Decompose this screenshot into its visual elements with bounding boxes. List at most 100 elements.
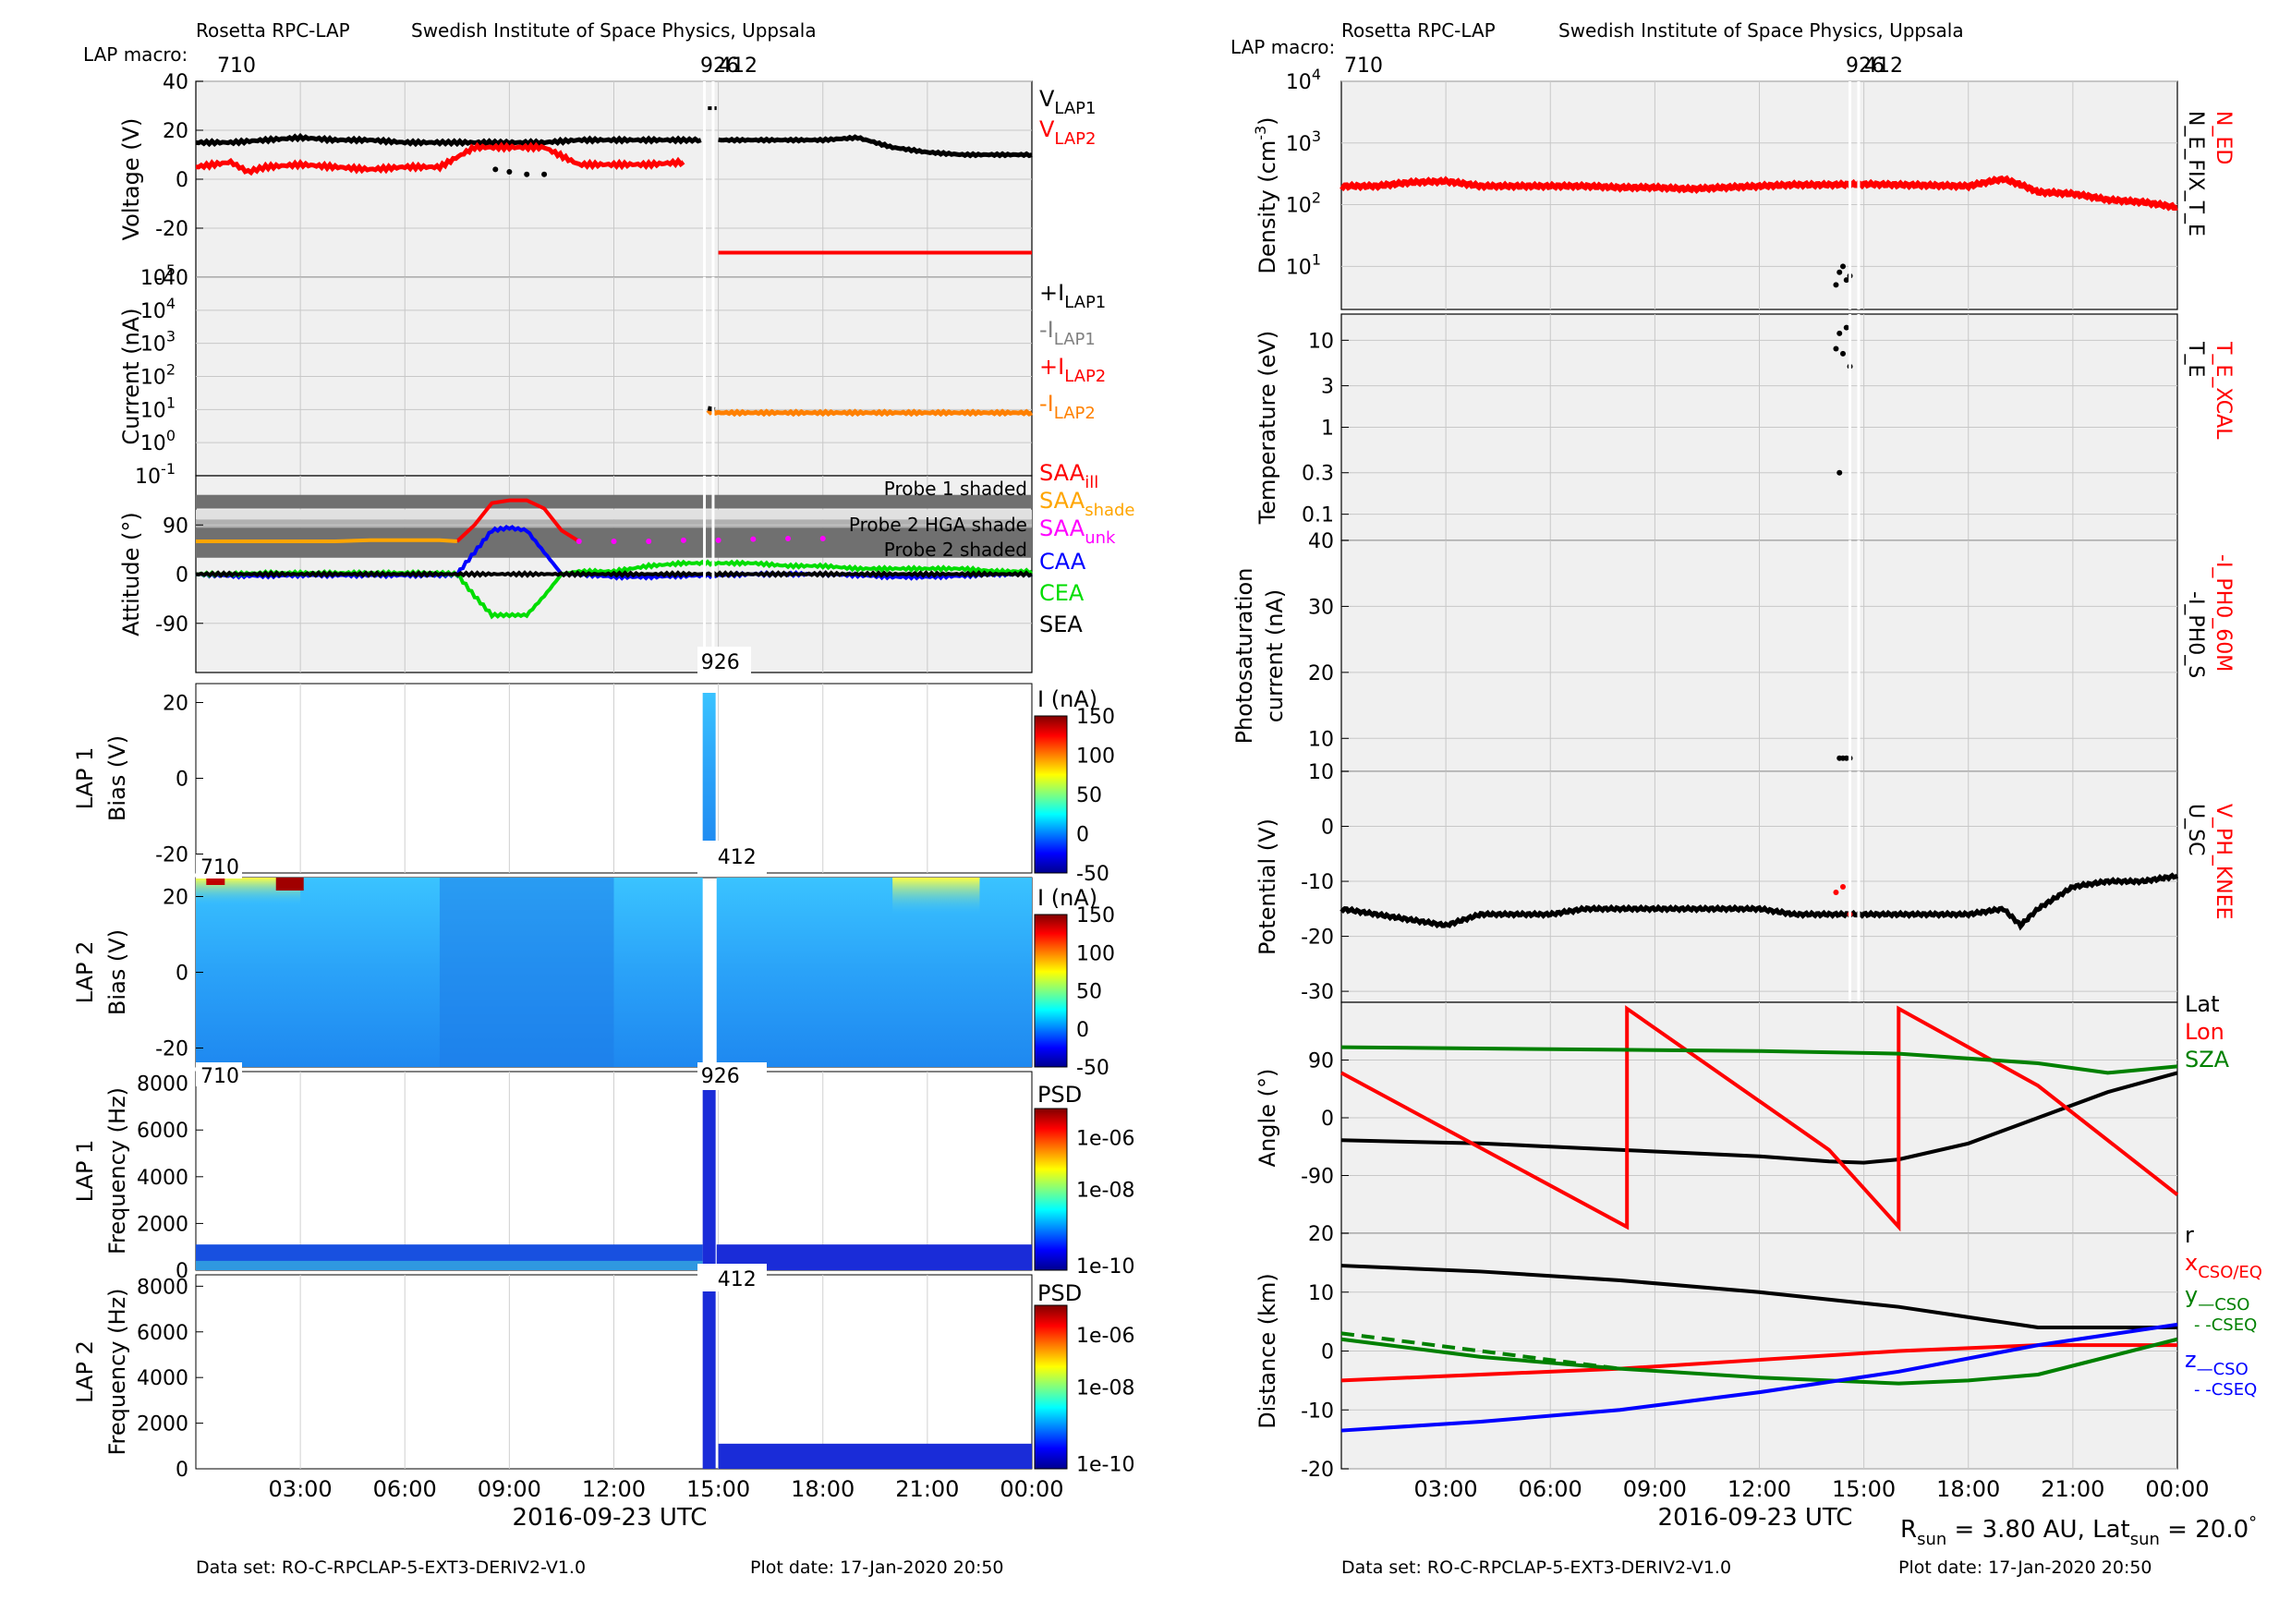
lap2-freq-macro-box [697, 1264, 767, 1291]
lap1-psd-tick: 1e-10 [1076, 1255, 1134, 1279]
right-macro-412: 412 [1864, 55, 1903, 78]
right-xtick: 12:00 [1727, 1476, 1791, 1502]
lap2-bias-ylabel-b: Bias (V) [104, 929, 130, 1015]
lap2-freq-strip [702, 1284, 716, 1469]
lap2-colorbar-tick: -50 [1076, 1057, 1109, 1080]
y-cso-line [1340, 1337, 2178, 1386]
legend-in-lap1: -ILAP1 [1039, 317, 1096, 349]
right-xtick: 18:00 [1936, 1476, 2000, 1502]
lap1-freq-macro-box-a [196, 1062, 242, 1086]
lap1-colorbar-tick: 50 [1076, 784, 1102, 807]
current-ytick: 100 [140, 427, 176, 455]
temperature-ytick: 0.3 [1302, 463, 1334, 486]
current-ytick: 103 [140, 328, 176, 357]
legend-t-e-xcal: T_E_XCAL [2212, 341, 2235, 440]
lap2-bias-ytick: 0 [176, 963, 188, 986]
legend-saa-shade: SAAshade [1039, 488, 1135, 520]
lon-line [1340, 1005, 2179, 1232]
density-ytick: 104 [1286, 66, 1321, 94]
lap1-freq-ylabel-b: Frequency (Hz) [104, 1087, 130, 1254]
left-plotdate: Plot date: 17-Jan-2020 20:50 [750, 1557, 1004, 1578]
legend-lat: Lat [2185, 991, 2220, 1017]
lap1-freq-macro-710: 710 [200, 1065, 239, 1088]
angle-ytick: -90 [1301, 1166, 1334, 1189]
saa-unk-line-point [750, 536, 757, 542]
current-ytick: 104 [140, 295, 176, 323]
lap2-freq-ytick: 0 [176, 1459, 188, 1482]
v-lap2-line [195, 141, 685, 176]
v-ph-knee-dots-point [1840, 884, 1846, 890]
n-e-fix-dots-point [1836, 269, 1843, 275]
t-e-dots-point [1833, 345, 1839, 352]
lap1-bias-ytick: 0 [176, 769, 188, 792]
n-ed-line [1339, 175, 2178, 212]
legend-y-cseq: - -CSEQ [2194, 1315, 2257, 1335]
lap2-bias-ytick: -20 [155, 1038, 188, 1061]
lap1-freq-lowband [196, 1260, 703, 1270]
potential-ytick: 10 [1308, 761, 1334, 784]
v-lap1-line-after [718, 134, 1033, 159]
right-xtick: 21:00 [2041, 1476, 2104, 1502]
probe-clear-band [196, 509, 1032, 520]
probe2-label: Probe 2 shaded [884, 539, 1027, 561]
left-macro-412: 412 [719, 55, 758, 78]
t-e-dots-point [1836, 469, 1843, 476]
lap2-macro-710: 710 [200, 856, 239, 879]
temperature-ytick: 10 [1308, 330, 1334, 353]
legend-v-lap1: VLAP1 [1039, 86, 1096, 118]
legend-n-ed: N_ED [2212, 111, 2235, 164]
left-xtick: 12:00 [582, 1476, 646, 1502]
lap2-colorbar-title: I (nA) [1037, 885, 1097, 911]
t-e-dots-point [1843, 324, 1849, 331]
t-e-dots-point [1840, 350, 1846, 357]
lap2-macro-box-a [196, 854, 242, 879]
r-line [1340, 1264, 2177, 1329]
legend-r: r [2185, 1222, 2194, 1248]
lap1-bias-colorbar [1034, 715, 1068, 874]
n-e-fix-dots-point [1840, 263, 1846, 270]
n-e-fix-dots-point [1843, 277, 1849, 284]
lap2-bias-hot-a [206, 878, 225, 885]
lap2-bias-ylabel-a: LAP 2 [72, 941, 98, 1004]
right-xtick: 09:00 [1623, 1476, 1687, 1502]
lap1-bias-ytick: 20 [163, 693, 188, 716]
lap2-psd-tick: 1e-08 [1076, 1377, 1134, 1400]
probe2-hga-band [196, 519, 1032, 528]
v-lap1-dots-point [541, 171, 548, 177]
lap1-psd-tick: 1e-08 [1076, 1180, 1134, 1203]
lap2-bias-colorbar [1034, 914, 1068, 1068]
lap2-colorbar-tick: 0 [1076, 1019, 1089, 1042]
left-macro-label: LAP macro: [83, 43, 188, 66]
legend-u-sc: U_SC [2184, 804, 2207, 855]
legend-in-lap2: -ILAP2 [1039, 391, 1096, 423]
legend-caa: CAA [1039, 549, 1086, 575]
density-ytick: 101 [1286, 250, 1321, 279]
lap2-psd-tick: 1e-10 [1076, 1454, 1134, 1477]
right-xlabel: 2016-09-23 UTC [1658, 1504, 1853, 1532]
x-line [1340, 1343, 2177, 1383]
lap1-macro-926: 926 [701, 651, 740, 674]
current-ytick: 102 [140, 361, 176, 390]
lap1-bias-ylabel-b: Bias (V) [104, 735, 130, 821]
legend-n-e-fix: N_E_FIX_T_E [2184, 111, 2207, 236]
attitude-ytick: 90 [163, 515, 188, 538]
legend-iph0-s: -I_PH0_S [2184, 591, 2207, 678]
legend-z: z—CSO [2185, 1347, 2249, 1379]
lap2-bias-ytick: 20 [163, 887, 188, 910]
distance-ytick: 10 [1308, 1282, 1334, 1305]
in-lap2-line [706, 407, 1033, 418]
left-institute: Swedish Institute of Space Physics, Upps… [411, 19, 817, 42]
lap1-bias-ytick: -20 [155, 844, 188, 867]
z-cso-line [1340, 1322, 2178, 1433]
u-sc-line [1339, 872, 2179, 931]
potential-ytick: -20 [1301, 927, 1334, 950]
lap2-psd-colorbar [1034, 1304, 1068, 1470]
v-lap1-dots-point [524, 171, 530, 177]
current-ytick: 10-1 [135, 460, 176, 489]
density-ylabel: Density (cm-3) [1252, 116, 1280, 273]
probe2-hga-label: Probe 2 HGA shade [849, 514, 1027, 536]
left-xtick: 00:00 [1000, 1476, 1063, 1502]
lap1-colorbar-tick: 0 [1076, 824, 1089, 847]
lap2-colorbar-tick: 100 [1076, 942, 1115, 965]
